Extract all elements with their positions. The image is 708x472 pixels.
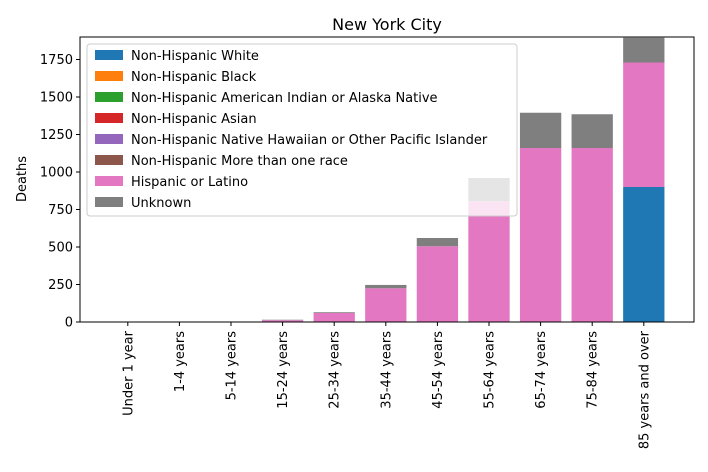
legend-swatch-non-hispanic-more-than-one-race [95, 155, 123, 165]
bar-hispanic-or-latino-35-44-years [365, 288, 407, 322]
legend-swatch-non-hispanic-native-hawaiian-or-other-pacific-islander [95, 134, 123, 144]
legend-swatch-unknown [95, 197, 123, 207]
x-tick-label: 35-44 years [379, 331, 394, 409]
x-axis: Under 1 year 1-4 years 5-14 years 15-24 yea… [121, 322, 652, 449]
bar-hispanic-or-latino-25-34-years [313, 313, 355, 322]
bars [261, 37, 665, 322]
legend-label-hispanic-or-latino: Hispanic or Latino [131, 175, 248, 190]
bar-unknown-85-years-and-over [623, 37, 665, 63]
y-axis: 0 250 500 750 1000 1250 1500 1750 [40, 53, 80, 331]
x-tick-label: 25-34 years [328, 331, 343, 409]
bar-hispanic-or-latino-75-84-years [571, 148, 613, 322]
x-tick-label: 75-84 years [586, 331, 601, 409]
x-tick-label: 45-54 years [431, 331, 446, 409]
legend-label-unknown: Unknown [131, 196, 191, 211]
legend-label-non-hispanic-white: Non-Hispanic White [131, 49, 259, 64]
legend-label-non-hispanic-asian: Non-Hispanic Asian [131, 112, 257, 127]
x-tick-label: Under 1 year [121, 330, 136, 416]
bar-hispanic-or-latino-65-74-years [519, 148, 562, 322]
bar-hispanic-or-latino-45-54-years [416, 246, 459, 322]
x-tick-label: 15-24 years [276, 331, 291, 409]
y-tick-label: 1500 [40, 91, 73, 106]
bar-hispanic-or-latino-85-years-and-over [623, 62, 665, 187]
y-tick-label: 1000 [40, 166, 73, 181]
legend-swatch-non-hispanic-white [95, 50, 123, 60]
bar-unknown-65-74-years [519, 112, 562, 148]
x-tick-label: 55-64 years [483, 331, 498, 409]
chart-title: New York City [332, 15, 442, 34]
y-axis-label: Deaths [15, 156, 30, 202]
y-tick-label: 250 [48, 278, 73, 293]
legend-label-non-hispanic-american-indian-or-alaska-native: Non-Hispanic American Indian or Alaska N… [131, 91, 438, 106]
legend-label-non-hispanic-native-hawaiian-or-other-pacific-islander: Non-Hispanic Native Hawaiian or Other Pa… [131, 133, 488, 148]
legend-swatch-non-hispanic-asian [95, 113, 123, 123]
bar-hispanic-or-latino-55-64-years [468, 201, 510, 322]
x-tick-label: 1-4 years [173, 331, 188, 392]
bar-unknown-45-54-years [416, 238, 459, 247]
bar-unknown-25-34-years [313, 312, 355, 313]
legend-swatch-hispanic-or-latino [95, 176, 123, 186]
legend-swatch-non-hispanic-black [95, 71, 123, 81]
legend-label-non-hispanic-more-than-one-race: Non-Hispanic More than one race [131, 154, 348, 169]
bar-non-hispanic-white-85-years-and-over [623, 187, 665, 322]
bar-unknown-35-44-years [365, 284, 407, 289]
y-tick-label: 500 [48, 241, 73, 256]
bar-unknown-75-84-years [571, 114, 613, 148]
x-tick-label: 85 years and over [637, 330, 652, 449]
legend-label-non-hispanic-black: Non-Hispanic Black [131, 70, 257, 85]
x-tick-label: 65-74 years [534, 331, 549, 409]
x-tick-label: 5-14 years [225, 331, 240, 401]
legend-swatch-non-hispanic-american-indian-or-alaska-native [95, 92, 123, 102]
plot-frame [79, 36, 695, 323]
y-tick-label: 1250 [40, 128, 73, 143]
y-tick-label: 1750 [40, 53, 73, 68]
legend: Non-Hispanic White Non-Hispanic Black Non-… [86, 43, 518, 217]
legend-box [86, 43, 518, 217]
y-tick-label: 750 [48, 203, 73, 218]
y-tick-label: 0 [65, 316, 73, 331]
bar-hispanic-or-latino-15-24-years [261, 320, 304, 322]
